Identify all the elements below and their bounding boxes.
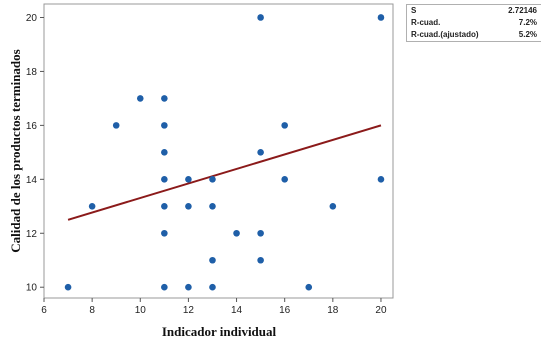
data-point <box>377 14 385 21</box>
data-point <box>281 176 288 183</box>
y-tick-label: 10 <box>26 283 38 294</box>
data-point <box>257 256 264 264</box>
y-tick-label: 12 <box>26 229 38 240</box>
data-point <box>161 122 168 129</box>
y-tick-label: 14 <box>26 175 38 186</box>
data-point <box>209 256 216 264</box>
data-point <box>257 229 264 237</box>
y-axis-title: Calidad de los productos terminados <box>8 49 23 252</box>
x-tick-label: 20 <box>375 305 387 316</box>
data-point <box>88 202 96 210</box>
data-point <box>257 149 264 156</box>
stat-row-s: S 2.72146 <box>407 5 541 17</box>
stat-value: 2.72146 <box>508 6 537 15</box>
x-tick-label: 10 <box>135 305 147 316</box>
data-point <box>377 176 385 183</box>
x-axis: 6 8 10 12 14 16 18 20 <box>41 298 387 316</box>
stat-label: R-cuad. <box>411 18 441 27</box>
stat-label: R-cuad.(ajustado) <box>411 30 479 39</box>
data-point <box>185 176 192 183</box>
data-point <box>305 283 313 291</box>
stat-value: 7.2% <box>518 18 537 27</box>
x-tick-label: 18 <box>327 305 339 316</box>
x-axis-title: Indicador individual <box>162 324 277 339</box>
data-point <box>64 283 72 291</box>
data-points <box>64 14 385 291</box>
x-tick-label: 12 <box>183 305 195 316</box>
data-point <box>257 14 264 21</box>
data-point <box>161 283 168 291</box>
data-point <box>209 283 216 291</box>
data-point <box>161 95 168 102</box>
stat-value: 5.2% <box>518 30 537 39</box>
x-tick-label: 8 <box>89 305 95 316</box>
data-point <box>161 149 168 156</box>
data-point <box>161 176 168 183</box>
data-point <box>161 229 168 237</box>
data-point <box>281 122 288 129</box>
x-tick-label: 16 <box>279 305 291 316</box>
y-axis: 10 12 14 16 18 20 <box>26 13 44 294</box>
data-point <box>112 122 120 129</box>
data-point <box>161 202 168 210</box>
data-point <box>136 95 144 102</box>
data-point <box>209 202 216 210</box>
plot-frame <box>43 3 394 299</box>
y-tick-label: 16 <box>26 121 38 132</box>
data-point <box>185 283 192 291</box>
fit-line <box>67 124 382 221</box>
stat-row-r-sq-adj: R-cuad.(ajustado) 5.2% <box>407 29 541 41</box>
data-point <box>329 202 337 210</box>
stat-row-r-sq: R-cuad. 7.2% <box>407 17 541 29</box>
data-point <box>185 202 192 210</box>
x-tick-label: 14 <box>231 305 243 316</box>
data-point <box>209 176 216 183</box>
stats-box: S 2.72146 R-cuad. 7.2% R-cuad.(ajustado)… <box>406 4 541 42</box>
stat-label: S <box>411 6 417 15</box>
x-tick-label: 6 <box>41 305 47 316</box>
y-tick-label: 18 <box>26 67 38 78</box>
data-point <box>233 229 240 237</box>
y-tick-label: 20 <box>26 13 38 24</box>
